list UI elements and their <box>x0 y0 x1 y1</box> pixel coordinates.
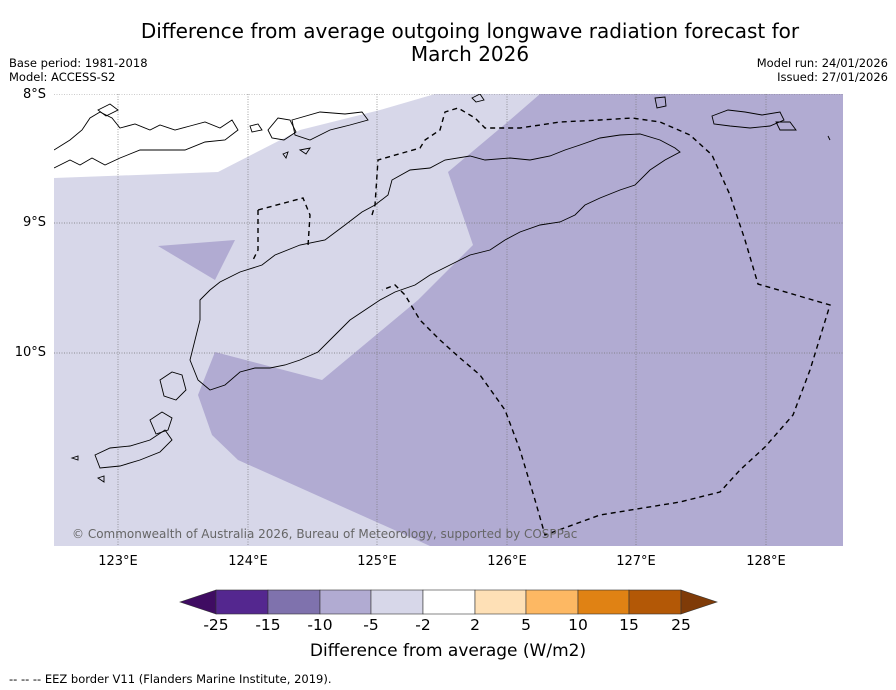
colorbar-segment-2 <box>267 589 321 615</box>
colorbar-tick: 2 <box>470 616 480 634</box>
meta-right: Model run: 24/01/2026 Issued: 27/01/2026 <box>757 56 888 84</box>
eez-legend-footer: -- -- -- EEZ border V11 (Flanders Marine… <box>9 672 332 686</box>
model-run-text: Model run: 24/01/2026 <box>756 56 888 70</box>
page-title: Difference from average outgoing longwav… <box>90 20 850 66</box>
lon-label-124e: 124°E <box>228 554 268 569</box>
meta-left: Base period: 1981-2018 Model: ACCESS-S2 <box>9 56 148 84</box>
colorbar-label: Difference from average (W/m2) <box>309 641 587 661</box>
map-area: © Commonwealth of Australia 2026, Bureau… <box>54 94 843 546</box>
base-period-text: Base period: 1981-2018 <box>9 56 148 70</box>
colorbar-tick: -25 <box>203 616 229 634</box>
colorbar-segment-3 <box>319 589 372 615</box>
colorbar-segment-1 <box>215 589 269 615</box>
lat-label-8s: 8°S <box>22 87 46 102</box>
colorbar-tick: 10 <box>568 616 588 634</box>
issued-text: Issued: 27/01/2026 <box>777 70 888 84</box>
colorbar <box>179 589 718 615</box>
title-line-1: Difference from average outgoing longwav… <box>140 19 800 43</box>
colorbar-tick: -5 <box>363 616 379 634</box>
colorbar-segment-4 <box>370 589 424 615</box>
anomaly-region-dark <box>198 94 843 546</box>
graticule <box>54 94 843 546</box>
colorbar-tick: 25 <box>671 616 691 634</box>
lon-label-127e: 127°E <box>616 554 656 569</box>
title-line-2: March 2026 <box>410 42 530 66</box>
colorbar-segment-5 <box>422 589 476 615</box>
colorbar-segment-9 <box>628 589 682 615</box>
lon-label-126e: 126°E <box>487 554 527 569</box>
eez-border <box>251 107 831 536</box>
anomaly-region-patch <box>158 240 235 280</box>
colorbar-tick: 5 <box>521 616 531 634</box>
coastlines <box>54 94 831 483</box>
colorbar-tick: 15 <box>619 616 639 634</box>
no-data-region <box>54 94 435 178</box>
lon-label-128e: 128°E <box>746 554 786 569</box>
colorbar-extend-high <box>680 589 718 615</box>
model-text: Model: ACCESS-S2 <box>9 70 116 84</box>
lon-label-123e: 123°E <box>98 554 138 569</box>
colorbar-tick: -2 <box>415 616 431 634</box>
colorbar-tick: -15 <box>255 616 281 634</box>
copyright-text: © Commonwealth of Australia 2026, Bureau… <box>72 527 577 541</box>
colorbar-extend-low <box>179 589 217 615</box>
lat-label-10s: 10°S <box>14 345 46 360</box>
colorbar-tick: -10 <box>307 616 333 634</box>
lon-label-125e: 125°E <box>357 554 397 569</box>
lat-label-9s: 9°S <box>22 215 46 230</box>
colorbar-segment-6 <box>474 589 527 615</box>
colorbar-segment-8 <box>577 589 630 615</box>
colorbar-segment-7 <box>525 589 579 615</box>
